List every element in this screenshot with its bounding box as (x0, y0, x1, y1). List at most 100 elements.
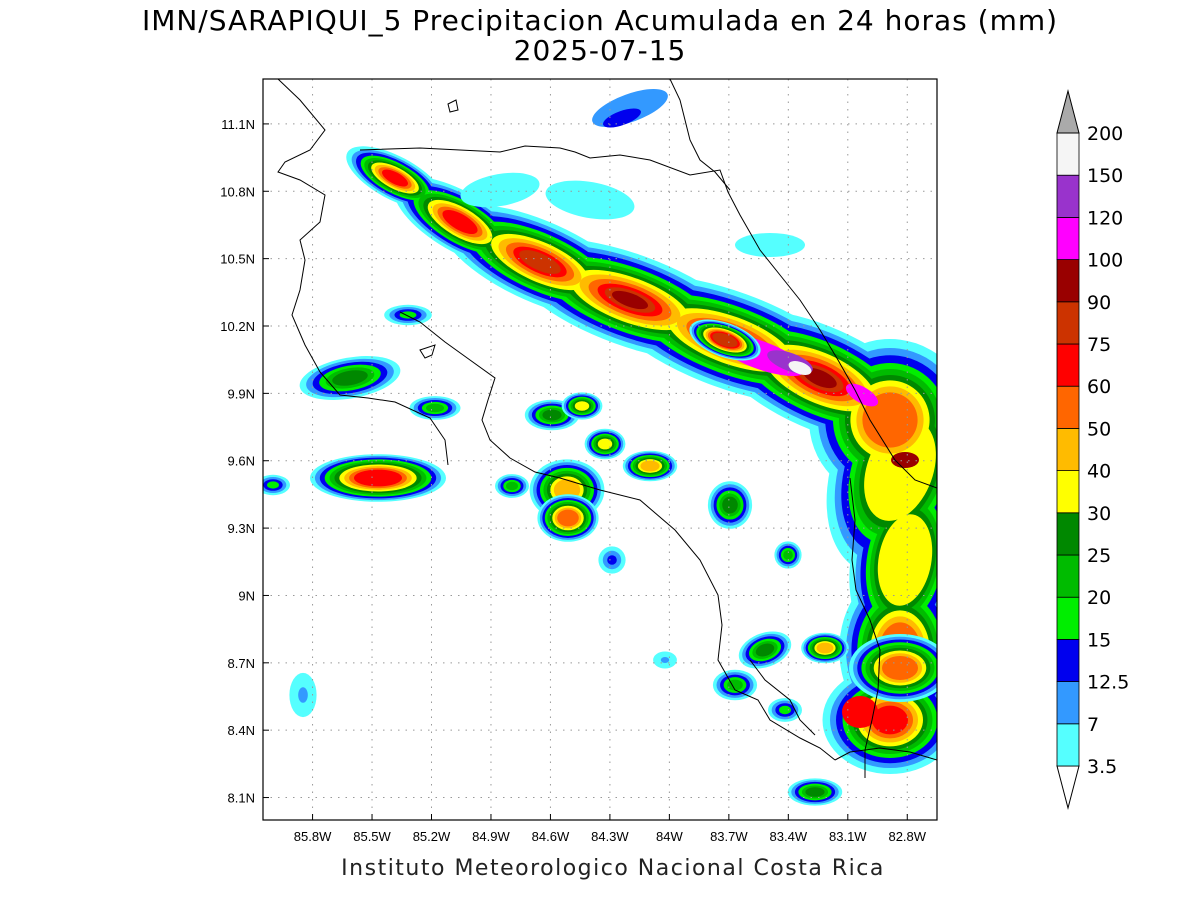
colorbar-swatch (1056, 385, 1080, 429)
rain-cell (779, 705, 791, 715)
colorbar-label: 30 (1087, 503, 1111, 525)
colorbar-label: 20 (1087, 587, 1111, 609)
colorbar-swatch (1056, 174, 1080, 218)
colorbar-label: 50 (1087, 418, 1111, 440)
rain-cell (426, 403, 444, 413)
colorbar-label: 200 (1087, 123, 1123, 145)
coastline (849, 477, 881, 778)
coastline (399, 311, 836, 761)
rain-cell (788, 361, 812, 375)
y-tick-label: 9N (238, 588, 255, 603)
rain-cell (712, 332, 738, 348)
x-tick-label: 84.6W (532, 829, 570, 844)
colorbar-label: 60 (1087, 376, 1111, 398)
y-tick-label: 8.1N (228, 791, 255, 806)
colorbar-swatch (1056, 259, 1080, 303)
y-tick-label: 9.9N (228, 386, 255, 401)
colorbar-label: 90 (1087, 292, 1111, 314)
colorbar-label: 3.5 (1087, 756, 1117, 778)
rain-cell (545, 180, 635, 220)
rain-cell (735, 233, 805, 257)
colorbar-swatch (1056, 723, 1080, 767)
y-tick-label: 10.2N (220, 319, 255, 334)
rain-cell (542, 409, 562, 421)
x-tick-label: 83.1W (829, 829, 867, 844)
institution-footer: Instituto Meteorologico Nacional Costa R… (341, 856, 885, 881)
x-tick-label: 82.8W (888, 829, 926, 844)
rain-cell (872, 705, 908, 735)
colorbar-label: 150 (1087, 165, 1123, 187)
coastline (419, 344, 436, 359)
coastline-and-borders (277, 79, 937, 778)
colorbar-swatch (1056, 427, 1080, 471)
x-tick-label: 84.3W (591, 829, 629, 844)
coastline (447, 99, 459, 113)
colorbar-label: 15 (1087, 629, 1111, 651)
precipitation-field (263, 89, 937, 806)
rain-cell (267, 481, 279, 489)
coastline (359, 145, 937, 489)
y-tick-label: 9.3N (228, 521, 255, 536)
coastline (749, 659, 816, 736)
colorbar-swatch (1056, 639, 1080, 683)
x-tick-label: 84.9W (472, 829, 510, 844)
rain-cell (399, 311, 417, 319)
rain-cell (882, 656, 918, 680)
y-tick-label: 10.5N (220, 252, 255, 267)
y-tick-label: 9.6N (228, 454, 255, 469)
y-tick-label: 8.4N (228, 723, 255, 738)
colorbar-swatch (1056, 216, 1080, 260)
colorbar-swatch (1056, 554, 1080, 598)
rain-cell (382, 169, 408, 187)
rain-cell (574, 401, 590, 411)
latitude-axis: 8.1N 8.4N 8.7N 9N 9.3N 9.6N 9.9N 10.2N 10.5N 10.8… (220, 117, 269, 806)
coastline (640, 79, 731, 191)
colorbar-swatch (1056, 596, 1080, 640)
x-tick-label: 84W (656, 829, 683, 844)
rain-cell (816, 642, 834, 654)
rain-cell (354, 469, 402, 487)
rain-cell (603, 108, 641, 128)
colorbar-swatch (1056, 343, 1080, 387)
rain-cell (862, 392, 918, 448)
rain-cell (877, 514, 933, 606)
colorbar-label: 120 (1087, 207, 1123, 229)
rain-cell (803, 367, 837, 389)
colorbar-label: 40 (1087, 461, 1111, 483)
rain-cell (845, 383, 879, 407)
rain-cell (607, 555, 617, 565)
y-tick-label: 10.8N (220, 184, 255, 199)
x-tick-label: 85.5W (353, 829, 391, 844)
map-title: IMN/SARAPIQUI_5 Precipitacion Acumulada … (141, 4, 1059, 37)
x-tick-label: 85.8W (294, 829, 332, 844)
rain-cell (332, 370, 368, 386)
rain-cell (640, 460, 660, 472)
colorbar-label: 25 (1087, 545, 1111, 567)
rain-cell (783, 550, 793, 560)
colorbar-under-triangle (1056, 765, 1080, 810)
rain-cell (722, 496, 738, 514)
rain-cell (460, 172, 540, 208)
colorbar-label: 75 (1087, 334, 1111, 356)
y-tick-label: 8.7N (228, 656, 255, 671)
colorbar-swatch (1056, 512, 1080, 556)
x-tick-label: 83.4W (770, 829, 808, 844)
rain-cell (805, 787, 825, 797)
colorbar-swatch (1056, 681, 1080, 725)
map-date: 2025-07-15 (513, 34, 687, 67)
x-tick-label: 83.7W (710, 829, 748, 844)
map-frame (262, 78, 938, 821)
colorbar-swatch (1056, 470, 1080, 514)
colorbar-swatch (1056, 132, 1080, 176)
rain-cell (660, 657, 670, 663)
colorbar-label: 100 (1087, 250, 1123, 272)
colorbar-over-triangle (1056, 89, 1080, 134)
colorbar-swatch (1056, 301, 1080, 345)
x-tick-label: 85.2W (413, 829, 451, 844)
colorbar-legend: 3.5 7 12.5 15 20 25 30 40 50 60 75 90 100 120 150 200 (1056, 89, 1129, 810)
rain-cell (592, 89, 668, 127)
rain-cell (442, 209, 478, 235)
rain-cell (506, 481, 518, 491)
y-tick-label: 11.1N (221, 117, 255, 132)
